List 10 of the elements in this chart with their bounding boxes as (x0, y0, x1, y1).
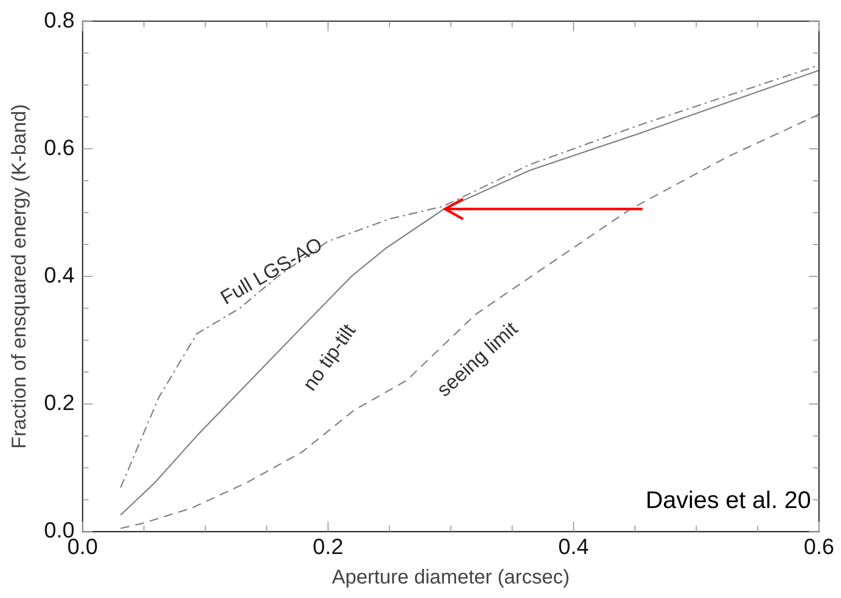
x-tick-label: 0.4 (558, 534, 589, 559)
y-tick-label: 0.6 (44, 134, 75, 160)
annotation: Davies et al. 20 (646, 487, 811, 514)
y-axis-title: Fraction of ensquared energy (K-band) (8, 104, 31, 449)
x-axis-title: Aperture diameter (arcsec) (332, 566, 570, 589)
y-tick-label: 0.8 (44, 7, 75, 32)
y-tick-label: 0.4 (44, 262, 75, 288)
x-tick-label: 0.2 (312, 534, 344, 559)
x-tick-label: 0.6 (804, 534, 834, 559)
y-tick-label: 0.2 (44, 390, 75, 416)
